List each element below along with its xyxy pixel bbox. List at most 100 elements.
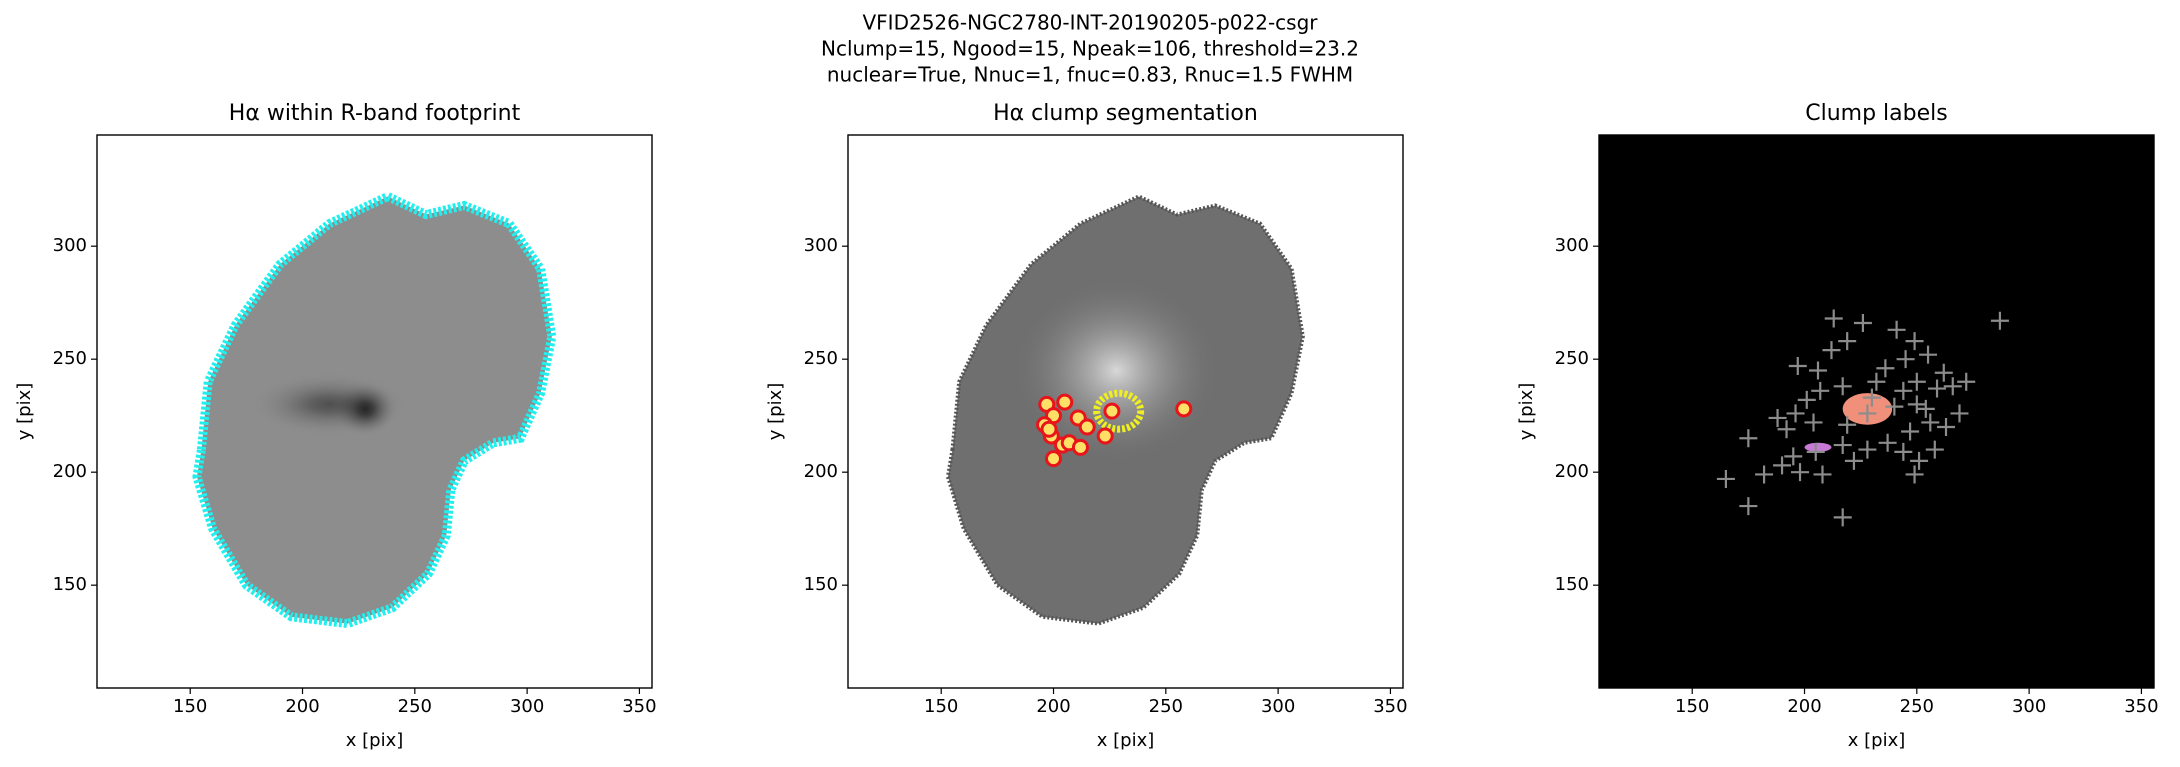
clump-marker bbox=[1045, 450, 1063, 468]
peak-marker bbox=[1910, 451, 1929, 470]
peak-marker bbox=[1804, 413, 1823, 432]
x-axis-label: x [pix] bbox=[1848, 730, 1906, 751]
peak-marker bbox=[1878, 433, 1897, 452]
clump-marker bbox=[1056, 393, 1074, 411]
peak-marker bbox=[1777, 420, 1796, 439]
clump-marker bbox=[1040, 420, 1058, 438]
y-axis-label: y [pix] bbox=[14, 383, 35, 441]
peak-marker bbox=[1876, 359, 1895, 378]
peak-marker bbox=[1806, 442, 1825, 461]
peak-marker bbox=[1739, 497, 1758, 516]
peak-marker bbox=[1905, 465, 1924, 484]
peak-marker bbox=[1797, 390, 1816, 409]
y-tick-label: 300 bbox=[1555, 235, 1589, 256]
peak-marker bbox=[1833, 436, 1852, 455]
x-tick-label: 300 bbox=[510, 696, 544, 717]
x-tick-label: 350 bbox=[1373, 696, 1407, 717]
axes-frame bbox=[847, 134, 1404, 689]
peak-marker bbox=[1894, 381, 1913, 400]
peak-marker bbox=[1937, 417, 1956, 436]
peak-marker bbox=[1755, 465, 1774, 484]
peak-marker bbox=[1844, 451, 1863, 470]
x-tick-label: 300 bbox=[2012, 696, 2046, 717]
peak-marker bbox=[1887, 320, 1906, 339]
panel: Hα clump segmentation x [pix] y [pix] 150 20… bbox=[765, 101, 1408, 751]
x-axis-label: x [pix] bbox=[1097, 730, 1155, 751]
suptitle: nuclear=True, Nnuc=1, fnuc=0.83, Rnuc=1.… bbox=[827, 63, 1353, 87]
x-tick-label: 350 bbox=[622, 696, 656, 717]
bright-region bbox=[1015, 280, 1218, 461]
peak-marker bbox=[1858, 404, 1877, 423]
peak-marker bbox=[1885, 397, 1904, 416]
y-axis-label: y [pix] bbox=[765, 383, 786, 441]
peak-marker bbox=[1739, 429, 1758, 448]
image bbox=[192, 191, 557, 629]
peak-marker bbox=[1905, 332, 1924, 351]
panel-title: Hα clump segmentation bbox=[993, 101, 1258, 126]
x-tick-label: 300 bbox=[1261, 696, 1295, 717]
peak-marker bbox=[1990, 311, 2009, 330]
suptitle: Nclump=15, Ngood=15, Npeak=106, threshol… bbox=[821, 37, 1359, 61]
x-tick-label: 350 bbox=[2124, 696, 2158, 717]
y-tick-label: 150 bbox=[1555, 574, 1589, 595]
peak-marker bbox=[1813, 465, 1832, 484]
y-tick-label: 150 bbox=[804, 574, 838, 595]
peak-marker bbox=[1928, 379, 1947, 398]
peak-marker bbox=[1867, 372, 1886, 391]
image bbox=[1599, 135, 2154, 688]
x-tick-label: 150 bbox=[173, 696, 207, 717]
peak-marker bbox=[1808, 361, 1827, 380]
axes-frame bbox=[1598, 134, 2155, 689]
clump-contour bbox=[1093, 389, 1145, 433]
suptitle: VFID2526-NGC2780-INT-20190205-p022-csgr bbox=[862, 11, 1318, 35]
clump-segment bbox=[1804, 442, 1832, 452]
peak-marker bbox=[1833, 377, 1852, 396]
panel: Hα within R-band footprint x [pix] y [pix]… bbox=[14, 101, 657, 751]
peak-marker bbox=[1838, 415, 1857, 434]
peak-marker bbox=[1919, 345, 1938, 364]
peak-marker bbox=[1773, 456, 1792, 475]
peak-marker bbox=[1950, 404, 1969, 423]
x-tick-label: 200 bbox=[1787, 696, 1821, 717]
peak-marker bbox=[1925, 440, 1944, 459]
peak-marker bbox=[1934, 363, 1953, 382]
y-tick-label: 200 bbox=[1555, 461, 1589, 482]
x-tick-label: 150 bbox=[1675, 696, 1709, 717]
y-tick-label: 250 bbox=[1555, 348, 1589, 369]
peak-marker bbox=[1788, 356, 1807, 375]
peak-marker bbox=[1921, 413, 1940, 432]
y-axis-label: y [pix] bbox=[1516, 383, 1537, 441]
panel-title: Hα within R-band footprint bbox=[229, 101, 521, 126]
y-tick-label: 250 bbox=[804, 348, 838, 369]
bar-region bbox=[250, 372, 409, 437]
peak-marker bbox=[1907, 395, 1926, 414]
peak-marker bbox=[1862, 388, 1881, 407]
axes-frame bbox=[96, 134, 653, 689]
x-axis-label: x [pix] bbox=[346, 730, 404, 751]
peak-marker bbox=[1768, 408, 1787, 427]
x-tick-label: 250 bbox=[1149, 696, 1183, 717]
peak-marker bbox=[1901, 422, 1920, 441]
peak-marker bbox=[1894, 442, 1913, 461]
y-tick-label: 200 bbox=[53, 461, 87, 482]
clump-marker bbox=[1103, 402, 1121, 420]
y-tick-label: 300 bbox=[804, 235, 838, 256]
image bbox=[945, 194, 1305, 626]
peak-marker bbox=[1833, 508, 1852, 527]
peak-marker bbox=[1896, 350, 1915, 369]
clump-marker bbox=[1071, 438, 1089, 456]
peak-marker bbox=[1824, 309, 1843, 328]
panel: Clump labels x [pix] y [pix] 150 200 250 300 35… bbox=[1516, 101, 2159, 751]
x-tick-label: 250 bbox=[1900, 696, 1934, 717]
panel-title: Clump labels bbox=[1805, 101, 1947, 126]
peak-marker bbox=[1957, 372, 1976, 391]
peak-marker bbox=[1907, 372, 1926, 391]
x-tick-label: 200 bbox=[1036, 696, 1070, 717]
peak-marker bbox=[1786, 404, 1805, 423]
peak-marker bbox=[1943, 377, 1962, 396]
y-tick-label: 150 bbox=[53, 574, 87, 595]
clump-marker bbox=[1078, 418, 1096, 436]
peak-marker bbox=[1916, 399, 1935, 418]
peak-marker bbox=[1784, 447, 1803, 466]
peak-marker bbox=[1858, 440, 1877, 459]
